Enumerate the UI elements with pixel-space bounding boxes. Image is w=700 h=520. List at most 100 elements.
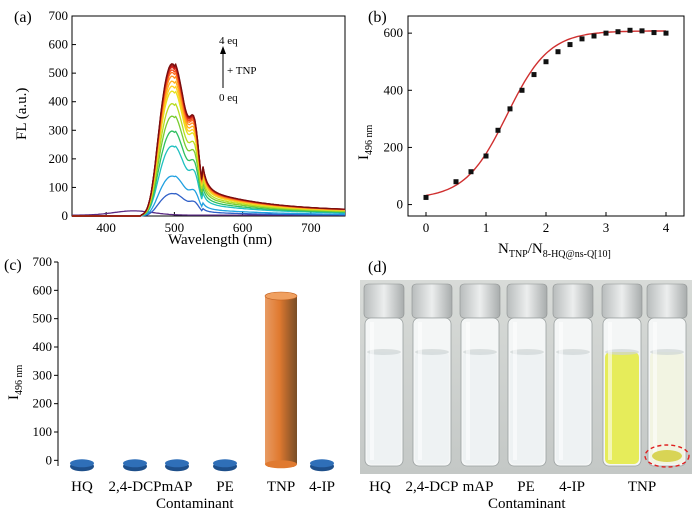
c-ytick-label: 500	[33, 311, 53, 326]
spectrum-curve	[72, 62, 345, 217]
data-point	[495, 127, 501, 133]
vial-liquid	[510, 352, 544, 464]
spectrum-curve	[72, 71, 345, 217]
vial-cap	[646, 283, 688, 319]
panel-b-ticks: 0 1 2 3 4 0 200 400 600	[384, 25, 670, 235]
c-ytick-label: 600	[33, 282, 53, 297]
ylabel-main: I	[356, 155, 372, 160]
b-xtick-label: 0	[423, 220, 430, 235]
meniscus	[415, 349, 449, 355]
spectrum-curve	[72, 69, 345, 217]
category-label: mAP	[162, 479, 193, 495]
panel-d: (d) HQ 2,4-DCP mAP PE 4-IP TNP Contaminant	[360, 259, 692, 512]
vial-label: 2,4-DCP	[406, 479, 459, 495]
vials	[363, 283, 690, 468]
panel-d-xlabel: Contaminant	[488, 496, 566, 512]
bar-top	[123, 459, 147, 468]
a-xtick-label: 500	[165, 220, 185, 235]
vial-cap	[601, 283, 643, 319]
meniscus	[556, 349, 590, 355]
precipitate	[652, 450, 682, 462]
b-ytick-label: 600	[384, 25, 404, 40]
c-ytick-label: 400	[33, 339, 53, 354]
data-point	[423, 194, 429, 200]
panel-b-label: (b)	[368, 9, 387, 26]
vial-cap	[363, 283, 405, 319]
vial-cap	[552, 283, 594, 319]
panel-b-ylabel: I496 nm	[356, 125, 375, 161]
xlabel-sub2: 8-HQ@ns-Q[10]	[543, 249, 611, 260]
panel-b-xlabel: NTNP/N8-HQ@ns-Q[10]	[498, 241, 611, 260]
panel-c-xlabel: Contaminant	[156, 496, 234, 512]
data-point	[543, 59, 549, 65]
data-point	[567, 42, 573, 48]
xlabel-sep: /N	[528, 241, 543, 257]
panel-a-ylabel: FL (a.u.)	[14, 88, 30, 140]
a-ytick-label: 0	[62, 208, 69, 223]
panel-c-ticks: 0 100 200 300 400 500 600 700	[33, 254, 58, 467]
c-ylabel-sub: 496 nm	[14, 365, 25, 396]
panel-c: (c) 0 100 200 300 400 500 600 700 HQ 2,4-DCP mAP P…	[4, 254, 335, 512]
data-point	[555, 49, 561, 55]
vial-liquid	[605, 352, 639, 464]
a-ytick-label: 300	[49, 122, 69, 137]
bar-top	[310, 459, 334, 468]
vial-liquid	[367, 352, 401, 464]
data-point	[453, 179, 459, 185]
spectrum-curve	[72, 130, 346, 217]
bar-top	[70, 459, 94, 468]
category-label: PE	[216, 479, 234, 495]
a-xtick-label: 400	[96, 220, 116, 235]
vial-label: TNP	[628, 479, 656, 495]
data-point	[615, 29, 621, 35]
vial-label: mAP	[463, 479, 494, 495]
a-ytick-label: 400	[49, 94, 69, 109]
spectrum-curve	[72, 145, 345, 217]
spectrum-curve	[72, 85, 345, 217]
fit-curve	[425, 30, 667, 197]
annotation-mid: + TNP	[227, 65, 257, 77]
highlight-circle	[644, 444, 690, 468]
vial-liquid	[463, 352, 497, 464]
b-xtick-label: 2	[543, 220, 550, 235]
panel-a-xlabel: Wavelength (nm)	[168, 232, 272, 248]
b-xtick-label: 4	[663, 220, 670, 235]
meniscus	[650, 349, 684, 355]
xlabel-main: N	[498, 241, 509, 257]
category-label: HQ	[71, 479, 93, 495]
data-point	[531, 72, 537, 78]
panel-a-frame	[71, 15, 346, 217]
c-ylabel-main: I	[6, 395, 22, 400]
data-point	[483, 153, 489, 159]
annotation-top: 4 eq	[219, 35, 238, 47]
glass-highlight	[466, 322, 470, 460]
panel-a-ticks: 400 500 600 700 0 100 200 300 400 500 600 700	[49, 8, 321, 235]
vial-liquid	[556, 352, 590, 464]
panel-c-ylabel: I496 nm	[6, 365, 25, 401]
annotation-arrowhead	[220, 46, 226, 54]
vial-liquid	[415, 352, 449, 464]
vial-label: 4-IP	[559, 479, 585, 495]
vial-cap	[459, 283, 501, 319]
vial-labels: HQ 2,4-DCP mAP PE 4-IP TNP	[369, 479, 656, 495]
data-point	[507, 106, 513, 112]
data-point	[519, 87, 525, 93]
glass-highlight	[608, 322, 612, 460]
a-ytick-label: 600	[49, 37, 69, 52]
vial-cap	[411, 283, 453, 319]
panel-b-frame	[407, 15, 685, 217]
data-point	[468, 169, 474, 175]
ylabel-sub: 496 nm	[364, 125, 375, 156]
data-point	[603, 30, 609, 36]
bar-top	[213, 459, 237, 468]
bar-top	[264, 291, 298, 301]
meniscus	[463, 349, 497, 355]
c-ytick-label: 300	[33, 367, 53, 382]
c-ytick-label: 200	[33, 396, 53, 411]
a-ytick-label: 100	[49, 179, 69, 194]
spectrum-curve	[72, 90, 346, 217]
c-ytick-label: 100	[33, 424, 53, 439]
data-point	[663, 30, 669, 36]
